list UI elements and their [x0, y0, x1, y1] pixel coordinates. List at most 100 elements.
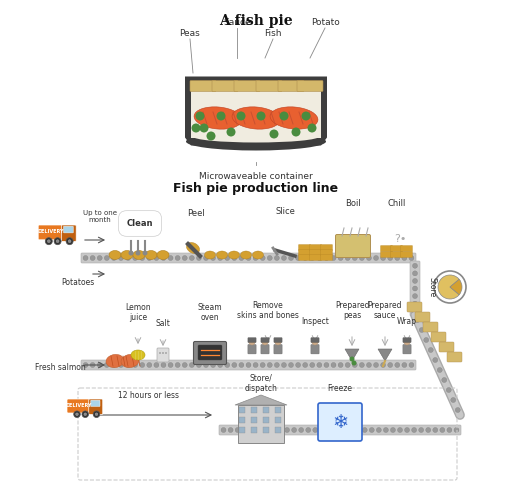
Circle shape	[270, 428, 275, 432]
Circle shape	[159, 352, 161, 354]
FancyBboxPatch shape	[256, 80, 282, 92]
FancyBboxPatch shape	[251, 407, 257, 413]
Circle shape	[388, 256, 393, 261]
Circle shape	[182, 256, 187, 261]
FancyBboxPatch shape	[261, 344, 269, 354]
Circle shape	[74, 411, 80, 417]
FancyBboxPatch shape	[38, 225, 64, 240]
Circle shape	[298, 428, 304, 432]
FancyBboxPatch shape	[275, 427, 281, 433]
Text: Remove
skins and bones: Remove skins and bones	[237, 300, 299, 320]
Circle shape	[367, 362, 371, 368]
Circle shape	[249, 428, 254, 432]
Circle shape	[253, 256, 258, 261]
Circle shape	[338, 362, 343, 368]
Wedge shape	[450, 279, 462, 295]
Circle shape	[203, 362, 208, 368]
FancyBboxPatch shape	[194, 341, 226, 364]
FancyBboxPatch shape	[190, 80, 216, 92]
FancyBboxPatch shape	[423, 322, 438, 332]
Text: Freeze: Freeze	[328, 384, 352, 393]
FancyBboxPatch shape	[391, 251, 402, 258]
Ellipse shape	[133, 250, 145, 260]
Circle shape	[380, 362, 386, 368]
FancyBboxPatch shape	[407, 302, 422, 312]
Circle shape	[303, 362, 308, 368]
FancyBboxPatch shape	[335, 235, 371, 258]
Ellipse shape	[193, 131, 319, 143]
Circle shape	[267, 362, 272, 368]
FancyBboxPatch shape	[274, 337, 282, 342]
Circle shape	[433, 428, 438, 432]
Circle shape	[367, 256, 371, 261]
Circle shape	[413, 294, 417, 299]
Text: Clean: Clean	[127, 219, 153, 228]
FancyBboxPatch shape	[219, 425, 461, 435]
Circle shape	[125, 362, 131, 368]
Circle shape	[154, 362, 159, 368]
FancyBboxPatch shape	[439, 342, 454, 352]
FancyBboxPatch shape	[391, 245, 402, 251]
Ellipse shape	[121, 250, 133, 260]
Circle shape	[197, 362, 201, 368]
Circle shape	[295, 362, 301, 368]
Ellipse shape	[157, 250, 169, 260]
Circle shape	[104, 362, 109, 368]
Text: Microwaveable container: Microwaveable container	[199, 172, 313, 181]
FancyBboxPatch shape	[234, 80, 260, 92]
Text: DELIVERY: DELIVERY	[38, 229, 65, 234]
Circle shape	[97, 256, 102, 261]
FancyBboxPatch shape	[321, 244, 332, 250]
Polygon shape	[345, 349, 359, 361]
Circle shape	[440, 428, 445, 432]
Circle shape	[359, 362, 365, 368]
Circle shape	[388, 362, 393, 368]
Circle shape	[225, 362, 230, 368]
Ellipse shape	[131, 350, 145, 360]
FancyBboxPatch shape	[309, 249, 322, 256]
Circle shape	[246, 256, 251, 261]
Ellipse shape	[121, 355, 139, 368]
Circle shape	[269, 130, 279, 138]
FancyBboxPatch shape	[309, 255, 322, 261]
Circle shape	[239, 362, 244, 368]
FancyBboxPatch shape	[157, 348, 169, 362]
Polygon shape	[235, 395, 287, 405]
Text: Lemon
juice: Lemon juice	[125, 302, 151, 322]
Text: Prepared
sauce: Prepared sauce	[368, 300, 402, 320]
FancyBboxPatch shape	[403, 344, 411, 354]
Circle shape	[317, 362, 322, 368]
Circle shape	[302, 112, 310, 120]
FancyBboxPatch shape	[380, 245, 393, 251]
Circle shape	[140, 256, 145, 261]
Circle shape	[345, 362, 350, 368]
Circle shape	[210, 256, 216, 261]
Circle shape	[66, 238, 73, 245]
FancyBboxPatch shape	[309, 244, 322, 250]
FancyBboxPatch shape	[67, 399, 92, 413]
Circle shape	[168, 256, 173, 261]
Circle shape	[395, 256, 400, 261]
Circle shape	[434, 271, 466, 303]
Ellipse shape	[217, 251, 227, 259]
Circle shape	[454, 428, 459, 432]
Text: Peel: Peel	[187, 209, 205, 218]
Circle shape	[455, 408, 460, 412]
Circle shape	[147, 362, 152, 368]
Circle shape	[424, 337, 429, 342]
Circle shape	[310, 362, 315, 368]
FancyBboxPatch shape	[321, 249, 332, 256]
FancyBboxPatch shape	[212, 80, 238, 92]
FancyBboxPatch shape	[248, 344, 256, 354]
Text: Sauce: Sauce	[223, 18, 251, 27]
Circle shape	[118, 256, 123, 261]
Text: Steam
oven: Steam oven	[198, 302, 222, 322]
Circle shape	[257, 428, 261, 432]
Circle shape	[331, 256, 336, 261]
Circle shape	[295, 256, 301, 261]
FancyBboxPatch shape	[275, 417, 281, 423]
Circle shape	[413, 263, 417, 268]
Circle shape	[246, 362, 251, 368]
Circle shape	[228, 428, 233, 432]
Circle shape	[355, 428, 360, 432]
